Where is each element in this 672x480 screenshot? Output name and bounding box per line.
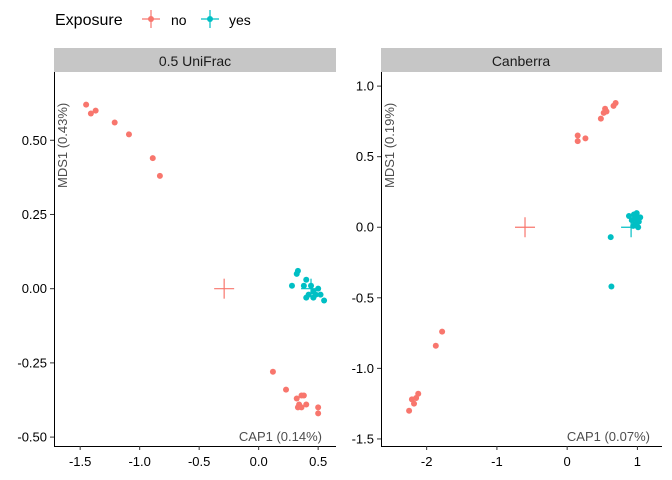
y-tick-label: -1.0: [352, 361, 374, 376]
data-point-yes: [630, 222, 637, 229]
x-tick-label: 1: [634, 454, 641, 469]
x-tick-label: -1: [491, 454, 503, 469]
y-tick-label: 0.0: [356, 220, 374, 235]
x-tick-label: -1.5: [69, 454, 91, 469]
data-point-no: [83, 101, 90, 108]
data-point-yes: [288, 282, 295, 289]
legend-label-yes: yes: [229, 12, 251, 28]
data-point-no: [411, 400, 418, 407]
data-point-yes: [633, 210, 640, 217]
data-point-yes: [308, 282, 315, 289]
y-tick-label: 0.50: [22, 133, 47, 148]
y-tick-label: -0.25: [17, 355, 47, 370]
axis-ticks: -2 -1 0 1 -1.5 -1.0 -0.5 0.0 0.5 1.0: [352, 79, 641, 469]
legend-key-no-point: [148, 16, 154, 22]
data-point-no: [92, 107, 99, 114]
data-point-no: [597, 115, 604, 122]
data-point-no: [315, 410, 322, 417]
y-tick-label: -0.5: [352, 290, 374, 305]
x-tick-label: -0.5: [188, 454, 210, 469]
data-point-no: [294, 404, 301, 411]
panel-canberra: Canberra MDS1 (0.19%) CAP1 (0.07%) -2 -1 0…: [352, 48, 662, 469]
legend-key-no: no: [142, 10, 187, 28]
legend-label-no: no: [171, 12, 187, 28]
data-marks: [406, 100, 644, 414]
panel-unifrac: 0.5 UniFrac MDS1 (0.43%) CAP1 (0.14%) -1…: [17, 48, 336, 469]
data-point-yes: [303, 294, 310, 301]
data-point-no: [582, 135, 589, 142]
data-point-no: [574, 138, 581, 145]
data-point-no: [406, 407, 413, 414]
data-point-no: [612, 100, 619, 107]
data-point-yes: [315, 285, 322, 292]
y-tick-label: 1.0: [356, 79, 374, 94]
y-tick-label: 0.25: [22, 207, 47, 222]
data-point-yes: [321, 297, 328, 304]
data-point-no: [298, 392, 305, 399]
axis-ticks: -1.5 -1.0 -0.5 0.0 0.5 -0.50 -0.25 0.00 0.25 0.50: [17, 133, 327, 469]
y-tick-label: 0.5: [356, 149, 374, 164]
data-point-no: [269, 368, 276, 375]
data-point-yes: [294, 267, 301, 274]
data-point-no: [439, 328, 446, 335]
data-point-yes: [300, 282, 307, 289]
y-tick-label: 0.00: [22, 281, 47, 296]
x-axis-label: CAP1 (0.07%): [567, 429, 650, 444]
data-point-yes: [637, 214, 644, 221]
data-point-no: [315, 404, 322, 411]
data-point-no: [574, 132, 581, 139]
legend-key-yes: yes: [201, 10, 251, 28]
data-point-yes: [310, 288, 317, 295]
strip-title: 0.5 UniFrac: [159, 53, 231, 69]
data-point-no: [149, 155, 156, 162]
data-point-yes: [317, 291, 324, 298]
x-tick-label: 0: [564, 454, 571, 469]
x-tick-label: 0.5: [309, 454, 327, 469]
x-axis-label: CAP1 (0.14%): [239, 429, 322, 444]
y-axis-label: MDS1 (0.43%): [55, 103, 70, 188]
data-point-no: [432, 342, 439, 349]
data-point-yes: [303, 276, 310, 283]
data-point-no: [125, 131, 132, 138]
data-point-no: [303, 401, 310, 408]
legend: Exposure no yes: [55, 10, 251, 29]
data-point-no: [293, 395, 300, 402]
data-point-yes: [631, 215, 638, 222]
legend-key-yes-point: [207, 16, 213, 22]
data-point-no: [603, 108, 610, 115]
data-point-no: [87, 110, 94, 117]
data-point-yes: [607, 234, 614, 241]
strip-background: [381, 48, 662, 72]
x-tick-label: 0.0: [250, 454, 268, 469]
strip-background: [54, 48, 336, 72]
data-point-no: [283, 386, 290, 393]
data-point-yes: [608, 283, 615, 290]
strip-title: Canberra: [492, 53, 551, 69]
data-point-no: [415, 390, 422, 397]
y-axis-label: MDS1 (0.19%): [382, 103, 397, 188]
data-marks: [83, 101, 328, 417]
data-point-yes: [625, 212, 632, 219]
y-tick-label: -1.5: [352, 431, 374, 446]
x-tick-label: -1.0: [128, 454, 150, 469]
data-point-no: [111, 119, 118, 126]
data-point-no: [156, 172, 163, 179]
data-point-yes: [635, 224, 642, 231]
legend-title: Exposure: [55, 12, 123, 29]
x-tick-label: -2: [421, 454, 433, 469]
y-tick-label: -0.50: [17, 430, 47, 445]
